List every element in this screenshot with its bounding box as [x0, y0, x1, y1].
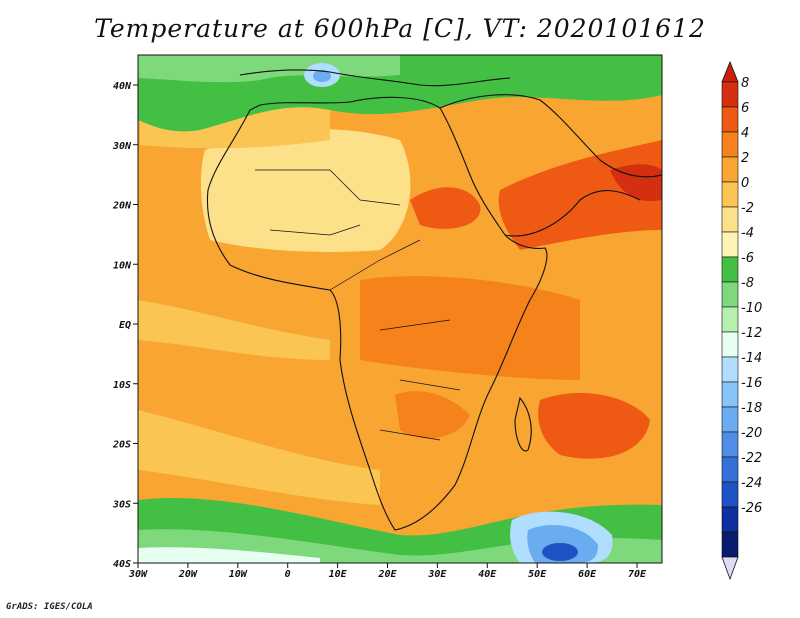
lat-tick-label: 10N	[113, 260, 132, 271]
colorbar-label: -24	[741, 476, 762, 491]
field-warm-sudan	[410, 187, 481, 229]
europe-coast	[239, 69, 511, 87]
colorbar-label: 4	[741, 126, 749, 141]
arabia-coast	[504, 189, 641, 237]
colorbar-label: -18	[741, 401, 762, 416]
colorbar-swatch	[721, 356, 739, 383]
temperature-field	[138, 55, 662, 563]
colorbar-label: -10	[741, 301, 762, 316]
colorbar-label: 8	[741, 76, 749, 91]
field-warm-south	[395, 391, 470, 439]
colorbar-label: -22	[741, 451, 762, 466]
lat-tick-label: 40N	[113, 81, 132, 92]
lon-tick-label: 50E	[528, 569, 547, 580]
colorbar-swatch	[721, 81, 739, 108]
chart-title: Temperature at 600hPa [C], VT: 202010161…	[94, 14, 706, 43]
colorbar-label: 2	[741, 151, 749, 166]
colorbar-bottom-arrow	[721, 556, 739, 581]
colorbar-swatch	[721, 181, 739, 208]
country-borders	[255, 169, 461, 441]
colorbar-label: -4	[741, 226, 754, 241]
colorbar-swatch	[721, 456, 739, 483]
colorbar-label: 6	[741, 101, 749, 116]
lon-tick-label: 70E	[628, 569, 647, 580]
colorbar-swatch	[721, 231, 739, 258]
colorbar-swatch	[721, 531, 739, 558]
colorbar-label: -2	[741, 201, 754, 216]
colorbar-swatch	[721, 256, 739, 283]
lat-tick-label: 10S	[113, 380, 131, 391]
lon-tick-label: 10E	[329, 569, 348, 580]
grads-credit: GrADS: IGES/COLA	[6, 602, 93, 612]
colorbar-label: 0	[741, 176, 749, 191]
lat-tick-label: 20S	[112, 440, 131, 451]
colorbar-label: -6	[741, 251, 754, 266]
field-hot-core	[610, 164, 662, 202]
colorbar-swatch	[721, 156, 739, 183]
lon-tick-label: 30W	[128, 569, 148, 580]
africa-coastline	[206, 96, 548, 531]
map-frame	[137, 54, 663, 564]
colorbar-label: -20	[741, 426, 762, 441]
colorbar-label: -14	[741, 351, 762, 366]
latitude-axis: 40N 30N 20N 10N EQ 10S 20S 30S 40S	[112, 81, 138, 570]
colorbar-label: -16	[741, 376, 762, 391]
lat-tick-label: 20N	[112, 201, 132, 212]
colorbar-swatch	[721, 381, 739, 408]
longitude-axis: 30W 20W 10W 0 10E 20E 30E 40E 50E 60E 70E	[128, 563, 647, 580]
colorbar-label: -12	[741, 326, 762, 341]
colorbar-swatch	[721, 431, 739, 458]
colorbar-swatch	[721, 331, 739, 358]
colorbar-swatch	[721, 206, 739, 233]
colorbar: 8 6 4 2 0 -2 -4 -6 -8 -10 -12 -14 -16 -18 -20 -22 -24 -26	[721, 60, 762, 581]
field-cold-med-core	[313, 70, 331, 82]
colorbar-top-arrow	[721, 60, 739, 83]
lat-tick-label: 30S	[112, 499, 131, 510]
lon-tick-label: 40E	[478, 569, 497, 580]
lat-tick-label: EQ	[119, 320, 131, 331]
colorbar-swatch	[721, 481, 739, 508]
field-band-eq	[138, 300, 330, 360]
colorbar-swatch	[721, 506, 739, 533]
field-cold-south-core	[542, 543, 578, 561]
field-band-sa	[138, 410, 380, 505]
colorbar-swatch	[721, 281, 739, 308]
field-south-pale	[138, 547, 320, 563]
colorbar-swatch	[721, 131, 739, 158]
middle-east-coast	[439, 94, 662, 178]
coastlines	[206, 69, 662, 531]
lon-tick-label: 20W	[178, 569, 198, 580]
lon-tick-label: 0	[285, 569, 291, 580]
colorbar-swatch	[721, 406, 739, 433]
madagascar	[514, 396, 532, 452]
lon-tick-label: 20E	[377, 569, 397, 580]
lon-tick-label: 30E	[427, 569, 447, 580]
colorbar-swatch	[721, 106, 739, 133]
field-warm-indian	[538, 392, 650, 459]
field-warm-central	[360, 276, 580, 380]
lat-tick-label: 30N	[112, 141, 132, 152]
colorbar-swatch	[721, 306, 739, 333]
colorbar-label: -26	[741, 501, 762, 516]
lon-tick-label: 10W	[229, 569, 248, 580]
lon-tick-label: 60E	[578, 569, 597, 580]
lat-tick-label: 40S	[113, 559, 131, 570]
colorbar-label: -8	[741, 276, 754, 291]
field-sahara	[200, 129, 411, 252]
